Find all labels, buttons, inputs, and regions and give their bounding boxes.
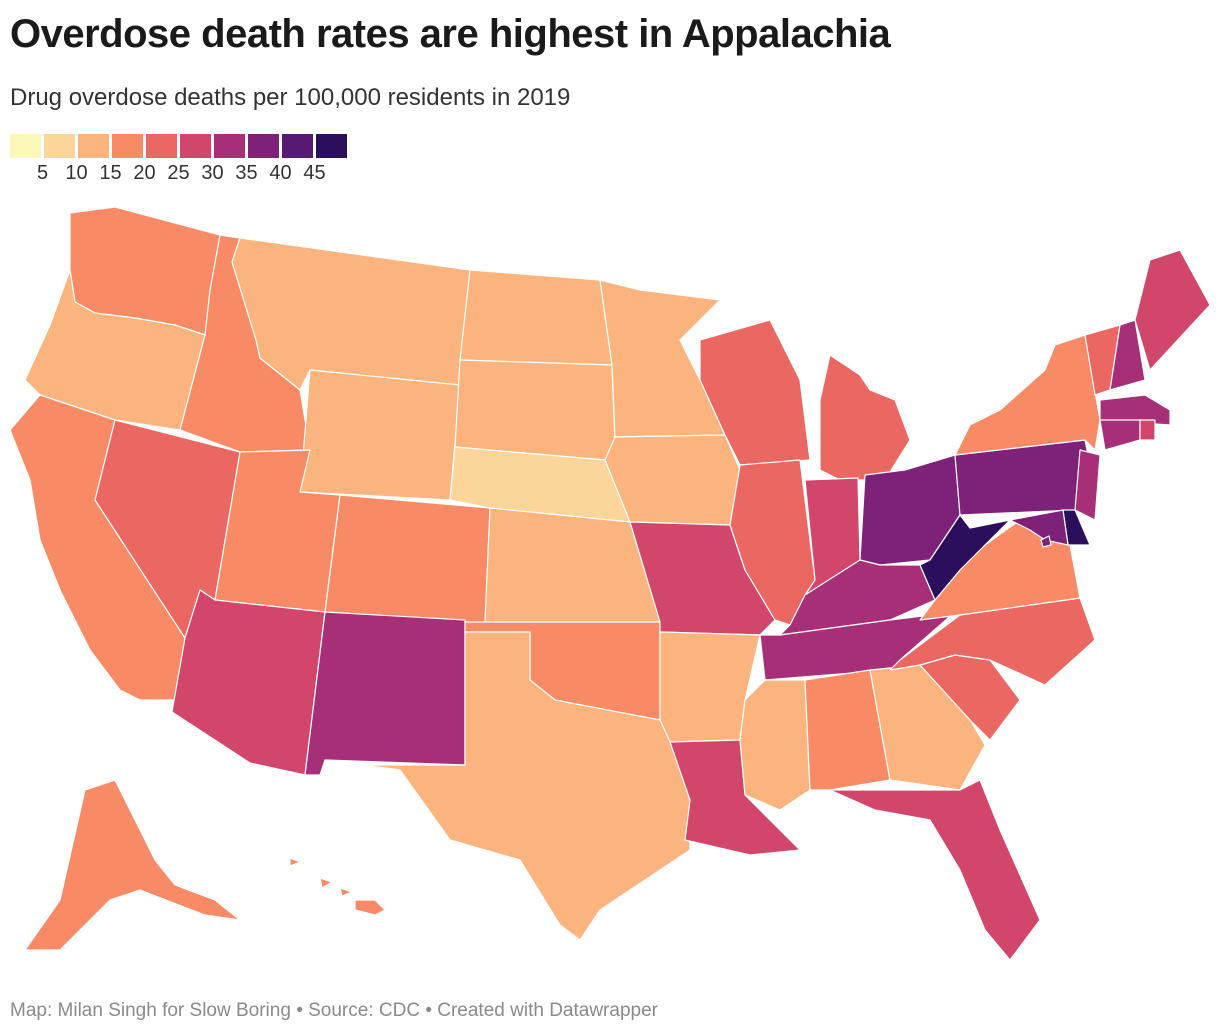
- state-tx: [364, 631, 691, 941]
- legend-tick-label: 45: [303, 162, 326, 184]
- state-mi: [819, 354, 911, 481]
- legend-swatch: [146, 134, 177, 158]
- state-dc: [1040, 535, 1052, 548]
- state-co: [324, 494, 491, 626]
- state-hi-island: [289, 857, 301, 867]
- state-nc: [889, 597, 1096, 686]
- legend-swatches: [10, 134, 347, 158]
- state-md: [1009, 509, 1069, 546]
- state-al: [804, 669, 891, 791]
- chart-subtitle: Drug overdose deaths per 100,000 residen…: [10, 84, 571, 111]
- legend-tick-label: 30: [201, 162, 224, 184]
- state-hi-island: [319, 877, 333, 889]
- legend-swatch: [44, 134, 75, 158]
- legend-swatch: [180, 134, 211, 158]
- state-nj: [1074, 449, 1101, 521]
- state-ms: [739, 679, 811, 811]
- state-hi-island: [339, 887, 353, 897]
- legend-ticks: 5 10 15 20 25 30 35 40 45: [10, 162, 347, 186]
- legend-tick-label: 25: [167, 162, 190, 184]
- legend-swatch: [214, 134, 245, 158]
- legend-swatch: [248, 134, 279, 158]
- state-hi: [354, 899, 386, 916]
- state-wy: [299, 369, 461, 501]
- legend-swatch: [282, 134, 313, 158]
- state-nd: [459, 269, 613, 366]
- legend-swatch: [316, 134, 347, 158]
- legend-swatch: [112, 134, 143, 158]
- legend-swatch: [10, 134, 41, 158]
- state-az: [171, 589, 326, 776]
- legend-tick-label: 40: [269, 162, 292, 184]
- state-tn: [759, 611, 956, 681]
- state-ia: [604, 434, 741, 526]
- map-svg: [9, 206, 1211, 961]
- state-ma: [1099, 394, 1171, 426]
- legend-tick-label: 10: [65, 162, 88, 184]
- state-ak: [24, 779, 241, 951]
- state-nh: [1109, 319, 1146, 391]
- state-ri: [1139, 419, 1156, 441]
- chart-title: Overdose death rates are highest in Appa…: [10, 12, 891, 56]
- us-choropleth-map: [0, 190, 1220, 990]
- state-il: [729, 459, 816, 626]
- state-nm: [304, 611, 466, 776]
- legend-tick-label: 35: [235, 162, 258, 184]
- state-sd: [454, 359, 616, 461]
- state-fl: [829, 779, 1041, 961]
- chart-footer: Map: Milan Singh for Slow Boring • Sourc…: [10, 1000, 658, 1021]
- legend-tick-label: 5: [36, 162, 49, 184]
- state-ny: [954, 334, 1101, 456]
- state-me: [1134, 249, 1211, 371]
- state-ct: [1099, 419, 1141, 451]
- color-legend: 5 10 15 20 25 30 35 40 45: [10, 134, 347, 186]
- legend-tick-label: 15: [99, 162, 122, 184]
- legend-tick-label: 20: [133, 162, 156, 184]
- legend-swatch: [78, 134, 109, 158]
